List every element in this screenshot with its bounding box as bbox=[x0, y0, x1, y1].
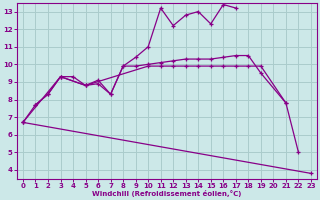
X-axis label: Windchill (Refroidissement éolien,°C): Windchill (Refroidissement éolien,°C) bbox=[92, 190, 242, 197]
